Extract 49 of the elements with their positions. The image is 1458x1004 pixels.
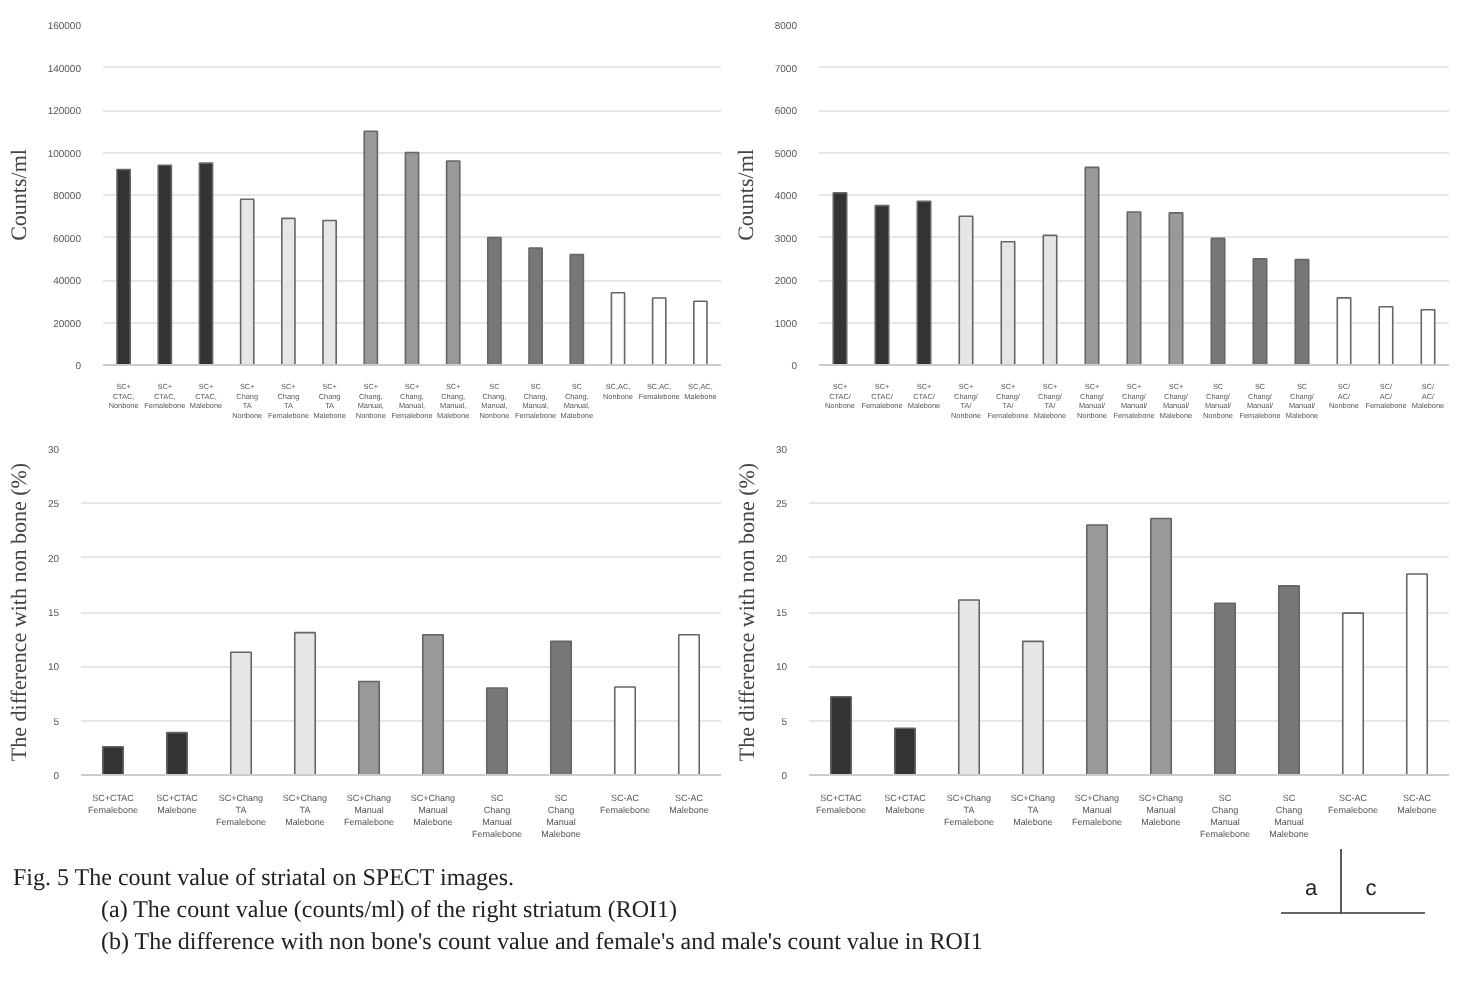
y-axis-title: Counts/ml [734,149,759,241]
bar [116,168,131,365]
bar [157,164,173,365]
bar [357,680,381,775]
bar [677,634,701,775]
bar [874,204,890,365]
y-axis-title: The difference with non bone (%) [735,462,760,762]
bar [404,151,420,365]
bar [1420,308,1436,365]
y-axis-title: The difference with non bone (%) [7,462,32,762]
bar [829,695,853,775]
bar [1168,212,1184,365]
y-axis-title: Counts/ml [7,149,32,241]
bar [832,192,848,365]
bar [165,731,189,775]
bar [363,130,379,365]
bar [1336,297,1352,365]
bar [101,745,125,775]
bar [1378,305,1394,365]
bar [1294,258,1310,365]
bar [613,686,637,775]
bar [1277,585,1301,775]
bar [487,236,502,365]
bar [445,160,461,365]
bar [421,634,445,775]
bar [916,200,932,365]
bar [693,300,708,365]
bar [1126,211,1142,365]
bar [1084,166,1100,365]
bar [651,297,667,365]
bar [1405,573,1429,775]
text: (b) The difference with non bone's count value and female's and male's count value in ROI1 [101,927,983,955]
text: c [1365,877,1378,901]
bar [1213,602,1237,775]
bar [1149,517,1173,775]
bar [893,727,917,775]
bar [1341,612,1365,775]
bar [528,247,543,365]
text: (a) The count value (counts/ml) of the right striatum (ROI1) [101,895,678,923]
bar [610,291,626,365]
caption: Fig. 5 The count value of striatal on SPECT images. [13,863,515,891]
bar [1085,524,1109,775]
bar [1252,257,1268,365]
text: a [1304,877,1319,901]
bar [1210,237,1226,365]
bar [569,253,585,365]
bar [198,162,214,365]
bar [485,687,509,775]
bar [549,640,573,775]
